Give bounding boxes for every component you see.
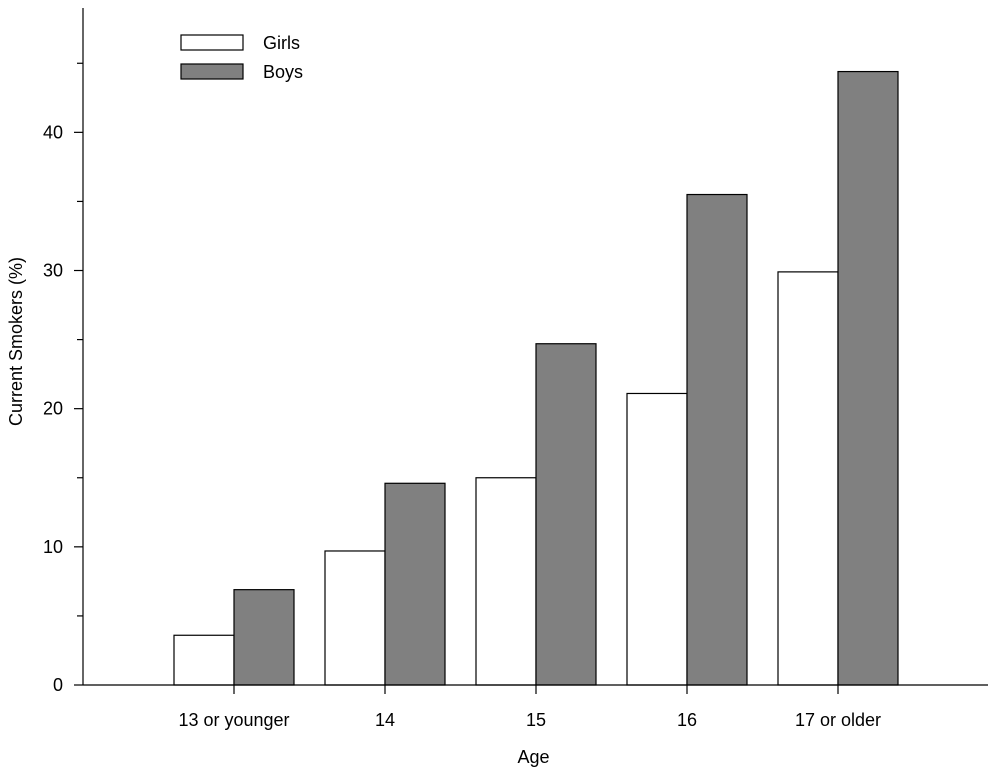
y-axis-title: Current Smokers (%) [6,257,26,426]
bar-boys-2 [535,343,597,686]
x-tick-label: 16 [677,710,697,730]
x-axis-title: Age [517,747,549,767]
x-tick-label: 13 or younger [178,710,289,730]
y-tick-label: 0 [53,675,63,695]
y-ticks-group: 0 10 20 30 40 [43,62,83,695]
bar-girls-2 [475,477,537,686]
y-tick-label: 40 [43,122,63,142]
legend-swatch-boys [180,63,244,80]
legend-label-boys: Boys [263,62,303,82]
bar-girls-3 [626,392,688,686]
bar-girls-1 [324,550,386,686]
bar-girls-4 [777,271,839,686]
x-tick-label: 14 [375,710,395,730]
y-tick-label: 20 [43,399,63,419]
y-tick-label: 30 [43,261,63,281]
bar-girls-0 [173,634,235,686]
y-tick-label: 10 [43,537,63,557]
legend-label-girls: Girls [263,33,300,53]
bar-boys-1 [384,482,446,686]
legend: Girls Boys [180,33,303,82]
legend-swatch-girls [180,34,244,51]
bar-boys-0 [233,589,295,686]
bars-group [173,70,899,686]
bar-boys-4 [837,70,899,686]
bar-boys-3 [686,193,748,686]
x-tick-label: 15 [526,710,546,730]
x-ticks-group: 13 or younger 14 15 16 17 or older [178,685,881,730]
x-tick-label: 17 or older [795,710,881,730]
